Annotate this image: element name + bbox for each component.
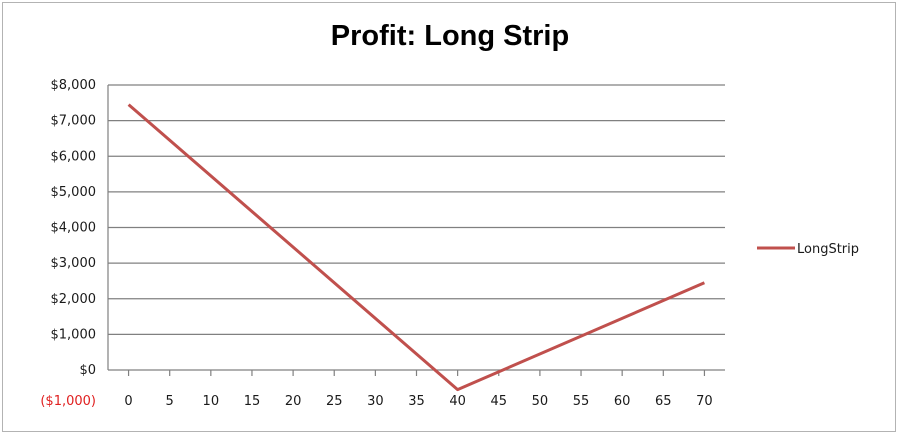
y-tick-label: $0 xyxy=(79,363,96,378)
legend-label: LongStrip xyxy=(797,242,859,257)
y-tick-label: $7,000 xyxy=(51,114,97,129)
y-tick-label: $1,000 xyxy=(51,327,97,342)
x-tick-label: 50 xyxy=(532,394,549,409)
x-tick-label: 60 xyxy=(614,394,631,409)
y-tick-label: ($1,000) xyxy=(40,394,96,409)
y-tick-label: $6,000 xyxy=(51,149,97,164)
y-tick-label: $3,000 xyxy=(51,256,97,271)
x-tick-label: 40 xyxy=(449,394,466,409)
x-tick-label: 35 xyxy=(408,394,425,409)
chart-title: Profit: Long Strip xyxy=(330,20,570,52)
x-tick-label: 10 xyxy=(203,394,220,409)
x-tick-label: 55 xyxy=(573,394,590,409)
x-tick-label: 25 xyxy=(326,394,343,409)
y-tick-label: $8,000 xyxy=(51,78,97,93)
series-line-longstrip xyxy=(127,103,705,392)
x-tick-label: 15 xyxy=(244,394,261,409)
x-tick-label: 70 xyxy=(696,394,713,409)
x-tick-label: 5 xyxy=(166,394,174,409)
chart-frame xyxy=(2,2,896,432)
x-tick-label: 30 xyxy=(367,394,384,409)
y-tick-label: $4,000 xyxy=(51,221,97,236)
x-tick-label: 0 xyxy=(124,394,132,409)
x-tick-label: 65 xyxy=(655,394,672,409)
y-tick-label: $5,000 xyxy=(51,185,97,200)
x-tick-label: 20 xyxy=(285,394,302,409)
x-tick-label: 45 xyxy=(490,394,507,409)
y-tick-label: $2,000 xyxy=(51,292,97,307)
